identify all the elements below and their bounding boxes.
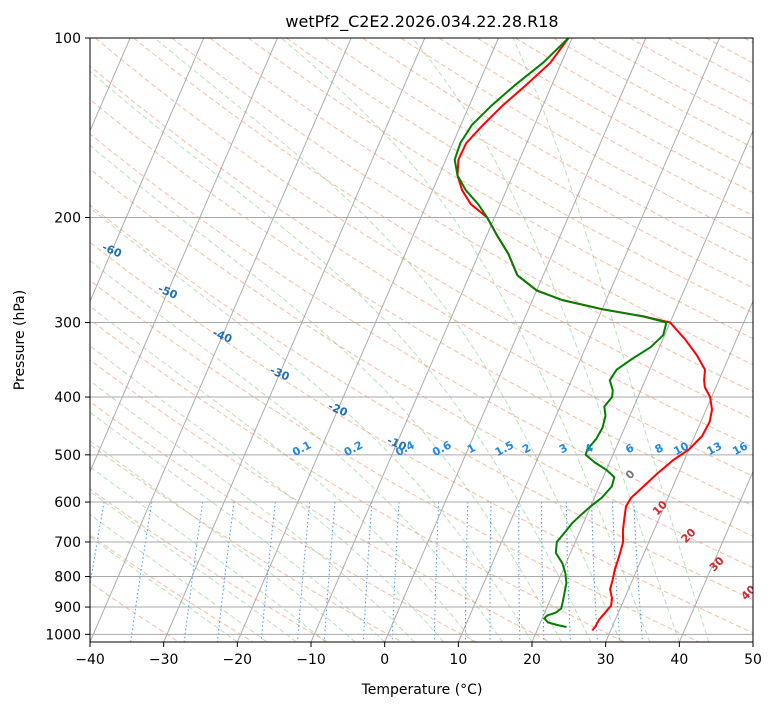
dry-adiabat <box>90 279 701 642</box>
mixing-ratio-label: 16 <box>730 439 750 458</box>
isotherm-line <box>605 299 753 642</box>
isotherm-line <box>457 38 720 642</box>
moist-adiabat <box>154 38 621 642</box>
dry-adiabat <box>133 38 753 420</box>
profile-lines <box>453 38 713 632</box>
x-tick-label: 40 <box>670 652 688 668</box>
y-tick-label: 1000 <box>45 627 81 643</box>
dry-adiabat <box>90 204 753 601</box>
x-tick-label: 30 <box>597 652 615 668</box>
dry-adiabat <box>90 401 478 642</box>
moist-adiabat <box>90 440 356 642</box>
mixing-ratio-line <box>541 501 545 642</box>
mixing-ratio-line <box>612 501 621 642</box>
y-tick-label: 800 <box>54 570 81 586</box>
mixing-ratio-line <box>362 501 373 642</box>
x-tick-label: 10 <box>449 652 467 668</box>
moist-adiabat <box>90 305 474 642</box>
dry-adiabat <box>90 488 329 642</box>
x-tick-label: −40 <box>75 652 105 668</box>
mixing-ratio-line <box>464 501 469 642</box>
temperature-profile-line <box>456 38 713 632</box>
mixing-ratio-line <box>518 502 521 642</box>
moist-adiabat <box>512 38 710 642</box>
isotherm-line <box>678 470 753 642</box>
moist-adiabat <box>90 411 386 642</box>
dry-adiabat <box>90 168 753 569</box>
mixing-ratio-label: 10 <box>671 439 691 458</box>
y-tick-label: 200 <box>54 211 81 227</box>
chart-title: wetPf2_C2E2.2026.034.22.28.R18 <box>285 12 558 32</box>
y-tick-label: 100 <box>54 31 81 47</box>
moist-adiabat <box>90 144 562 642</box>
dry-adiabat <box>90 133 753 537</box>
y-axis-ticks: 100 200 300 400 500 600 700 800 900 1000 <box>45 31 90 643</box>
isotherm-line <box>163 38 426 642</box>
isotherm-line <box>90 38 352 642</box>
mixing-ratio-line <box>130 501 153 642</box>
dry-adiabat <box>90 534 255 642</box>
y-axis-label: Pressure (hPa) <box>12 290 28 390</box>
isotherm-line <box>531 129 753 642</box>
mixing-ratio-line <box>489 501 492 642</box>
y-tick-label: 400 <box>54 390 81 406</box>
moist-adiabat <box>411 38 680 642</box>
x-tick-label: −10 <box>296 652 326 668</box>
mixing-ratio-line <box>183 501 204 642</box>
mixing-ratio-line <box>297 501 311 642</box>
reference-line-labels: -100-90-80-70-60-50-40-30-20-100.10.20.4… <box>100 241 753 603</box>
moist-adiabat <box>90 207 533 642</box>
mixing-ratio-line <box>391 501 400 642</box>
mixing-ratio-line <box>260 501 276 642</box>
dry-adiabat <box>209 38 753 366</box>
moist-adiabat <box>90 380 415 642</box>
isotherm-line <box>90 38 205 303</box>
plot-frame <box>89 37 754 643</box>
dry-adiabat <box>90 319 626 642</box>
mixing-ratio-label: 13 <box>705 439 725 458</box>
isotherm-line <box>90 38 278 473</box>
dry-adiabat <box>90 98 753 507</box>
y-tick-label: 600 <box>54 495 81 511</box>
isotherm-line <box>310 38 573 642</box>
background-lines <box>90 38 753 642</box>
x-tick-label: −20 <box>223 652 253 668</box>
mixing-ratio-line <box>633 501 644 642</box>
dry-adiabat <box>324 38 753 289</box>
moist-adiabat <box>90 345 444 642</box>
moist-adiabat <box>90 466 327 642</box>
x-axis-ticks: −40 −30 −20 −10 0 10 20 30 40 50 <box>75 642 762 668</box>
dry-adiabat <box>90 444 403 642</box>
x-tick-label: 50 <box>744 652 762 668</box>
y-tick-label: 500 <box>54 448 81 464</box>
moist-adiabat <box>90 260 503 642</box>
moist-adiabat <box>280 38 651 642</box>
x-tick-label: 0 <box>380 652 389 668</box>
isotherm-line <box>236 38 499 642</box>
x-tick-label: −30 <box>149 652 179 668</box>
mixing-ratio-line <box>323 501 336 642</box>
x-tick-label: 20 <box>523 652 541 668</box>
mixing-ratio-line <box>433 501 440 642</box>
isotherm-line <box>384 38 647 642</box>
dewpoint-profile-line <box>453 38 668 628</box>
mixing-ratio-line <box>216 501 235 642</box>
y-tick-label: 300 <box>54 316 81 332</box>
y-tick-label: 900 <box>54 600 81 616</box>
y-tick-label: 700 <box>54 535 81 551</box>
dry-adiabat <box>90 65 753 477</box>
x-axis-label: Temperature (°C) <box>361 682 483 698</box>
moist-adiabat <box>90 70 592 642</box>
